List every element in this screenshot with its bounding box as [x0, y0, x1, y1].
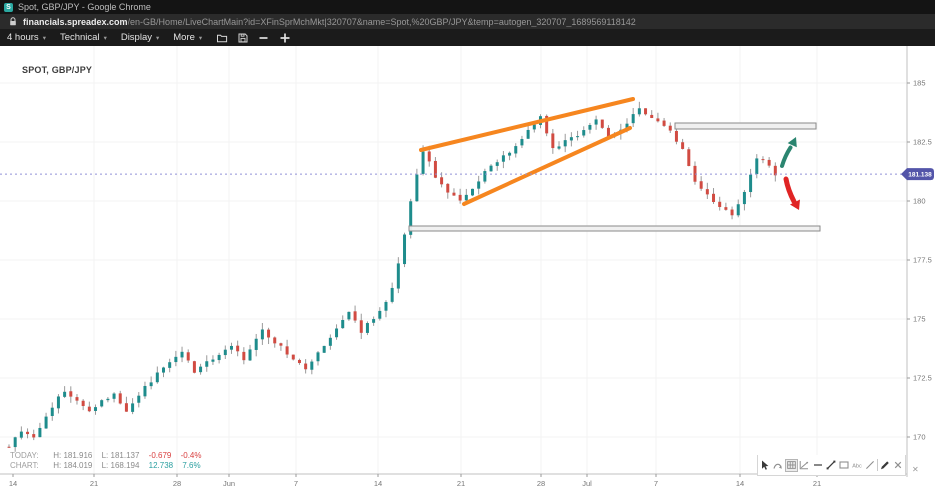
- url-domain: financials.spreadex.com: [23, 16, 128, 27]
- menu-label: 4 hours: [7, 32, 39, 43]
- chart-label: CHART:: [10, 460, 39, 470]
- svg-text:Jul: Jul: [582, 479, 592, 488]
- site-favicon: S: [4, 2, 13, 12]
- chart-high: H: 184.019: [53, 460, 93, 470]
- svg-text:14: 14: [9, 479, 17, 488]
- menu-label: Display: [120, 32, 152, 43]
- svg-text:180: 180: [913, 197, 926, 206]
- menu-display[interactable]: Display ▾: [121, 32, 159, 43]
- svg-text:Jun: Jun: [223, 479, 235, 488]
- today-label: TODAY:: [10, 451, 39, 460]
- chart-menubar: 4 hours ▾ Technical ▾ Display ▾ More ▾: [0, 29, 935, 46]
- chevron-down-icon: ▾: [198, 34, 203, 42]
- svg-text:175: 175: [913, 315, 926, 324]
- window-title: Spot, GBP/JPY - Google Chrome: [18, 2, 151, 12]
- svg-text:7: 7: [294, 479, 298, 488]
- url-path: /en-GB/Home/LiveChartMain?id=XFinSprMchM…: [127, 16, 636, 27]
- diagonal-line-tool-icon[interactable]: [864, 459, 877, 472]
- chevron-down-icon: ▾: [103, 34, 107, 42]
- svg-text:21: 21: [90, 479, 98, 488]
- rectangle-tool-icon[interactable]: [838, 459, 851, 472]
- zoom-out-button[interactable]: [258, 32, 270, 44]
- today-change-pct: -0.4%: [180, 451, 202, 460]
- today-change: -0.679: [148, 451, 172, 460]
- open-folder-button[interactable]: [216, 32, 228, 44]
- pointer-tool-icon[interactable]: [758, 459, 771, 472]
- svg-text:181.138: 181.138: [908, 171, 932, 178]
- chevron-down-icon: ▾: [155, 34, 160, 42]
- axis-close-icon[interactable]: ✕: [912, 465, 919, 474]
- chart-area: 185 182.5 180 177.5 175 172.5 170 14 21 28 Jun 7 14 2…: [0, 46, 935, 489]
- svg-text:182.5: 182.5: [913, 138, 932, 147]
- horizontal-line-tool-icon[interactable]: [811, 459, 824, 472]
- trendline-tool-icon[interactable]: [824, 459, 837, 472]
- menu-more[interactable]: More ▾: [173, 32, 202, 43]
- window-titlebar: S Spot, GBP/JPY - Google Chrome: [0, 0, 935, 14]
- plus-icon: [280, 33, 290, 42]
- svg-text:172.5: 172.5: [913, 374, 932, 383]
- pencil-tool-icon[interactable]: [878, 459, 891, 472]
- symbol-label: SPOT, GBP/JPY: [22, 65, 93, 75]
- svg-text:177.5: 177.5: [913, 256, 932, 265]
- svg-text:14: 14: [374, 479, 382, 488]
- svg-text:7: 7: [654, 479, 658, 488]
- menu-technical[interactable]: Technical ▾: [60, 32, 107, 43]
- svg-text:185: 185: [913, 79, 926, 88]
- svg-text:14: 14: [736, 479, 744, 488]
- save-icon: [238, 33, 248, 42]
- chevron-down-icon: ▾: [42, 34, 46, 42]
- svg-text:28: 28: [537, 479, 545, 488]
- svg-text:21: 21: [813, 479, 821, 488]
- close-tool-icon[interactable]: [892, 459, 905, 472]
- folder-icon: [217, 34, 228, 42]
- today-stats-row: TODAY: H: 181.916 L: 181.137 -0.679 -0.4…: [10, 451, 208, 461]
- grid-tool-icon[interactable]: [784, 458, 798, 472]
- trend-angle-tool-icon[interactable]: [798, 459, 811, 472]
- text-tool-icon[interactable]: Abc: [851, 459, 864, 472]
- lock-icon[interactable]: [8, 16, 18, 27]
- svg-text:21: 21: [457, 479, 465, 488]
- svg-text:Abc: Abc: [853, 463, 863, 469]
- minus-icon: [259, 36, 268, 39]
- svg-text:170: 170: [913, 433, 926, 442]
- address-bar[interactable]: financials.spreadex.com/en-GB/Home/LiveC…: [0, 14, 935, 29]
- zoom-in-button[interactable]: [279, 32, 291, 44]
- menu-interval[interactable]: 4 hours ▾: [7, 32, 46, 43]
- chart-change: 12.738: [148, 460, 174, 470]
- toolbar-separator: [877, 459, 879, 471]
- current-price-badge: [901, 168, 934, 181]
- svg-text:28: 28: [173, 479, 181, 488]
- menu-label: More: [173, 32, 195, 43]
- chart-stats-row: CHART: H: 184.019 L: 168.194 12.738 7.6%: [10, 461, 208, 471]
- drawing-toolbar: Abc: [757, 455, 906, 476]
- today-low: L: 181.137: [101, 451, 140, 460]
- today-high: H: 181.916: [53, 451, 93, 460]
- curve-tool-icon[interactable]: [771, 459, 784, 472]
- save-button[interactable]: [237, 32, 249, 44]
- chart-change-pct: 7.6%: [182, 460, 201, 470]
- menu-label: Technical: [59, 32, 100, 43]
- chart-low: L: 168.194: [101, 460, 140, 470]
- chart-info-legend: TODAY: H: 181.916 L: 181.137 -0.679 -0.4…: [10, 451, 208, 470]
- candlestick-chart[interactable]: 185 182.5 180 177.5 175 172.5 170 14 21 28 Jun 7 14 2…: [0, 46, 935, 489]
